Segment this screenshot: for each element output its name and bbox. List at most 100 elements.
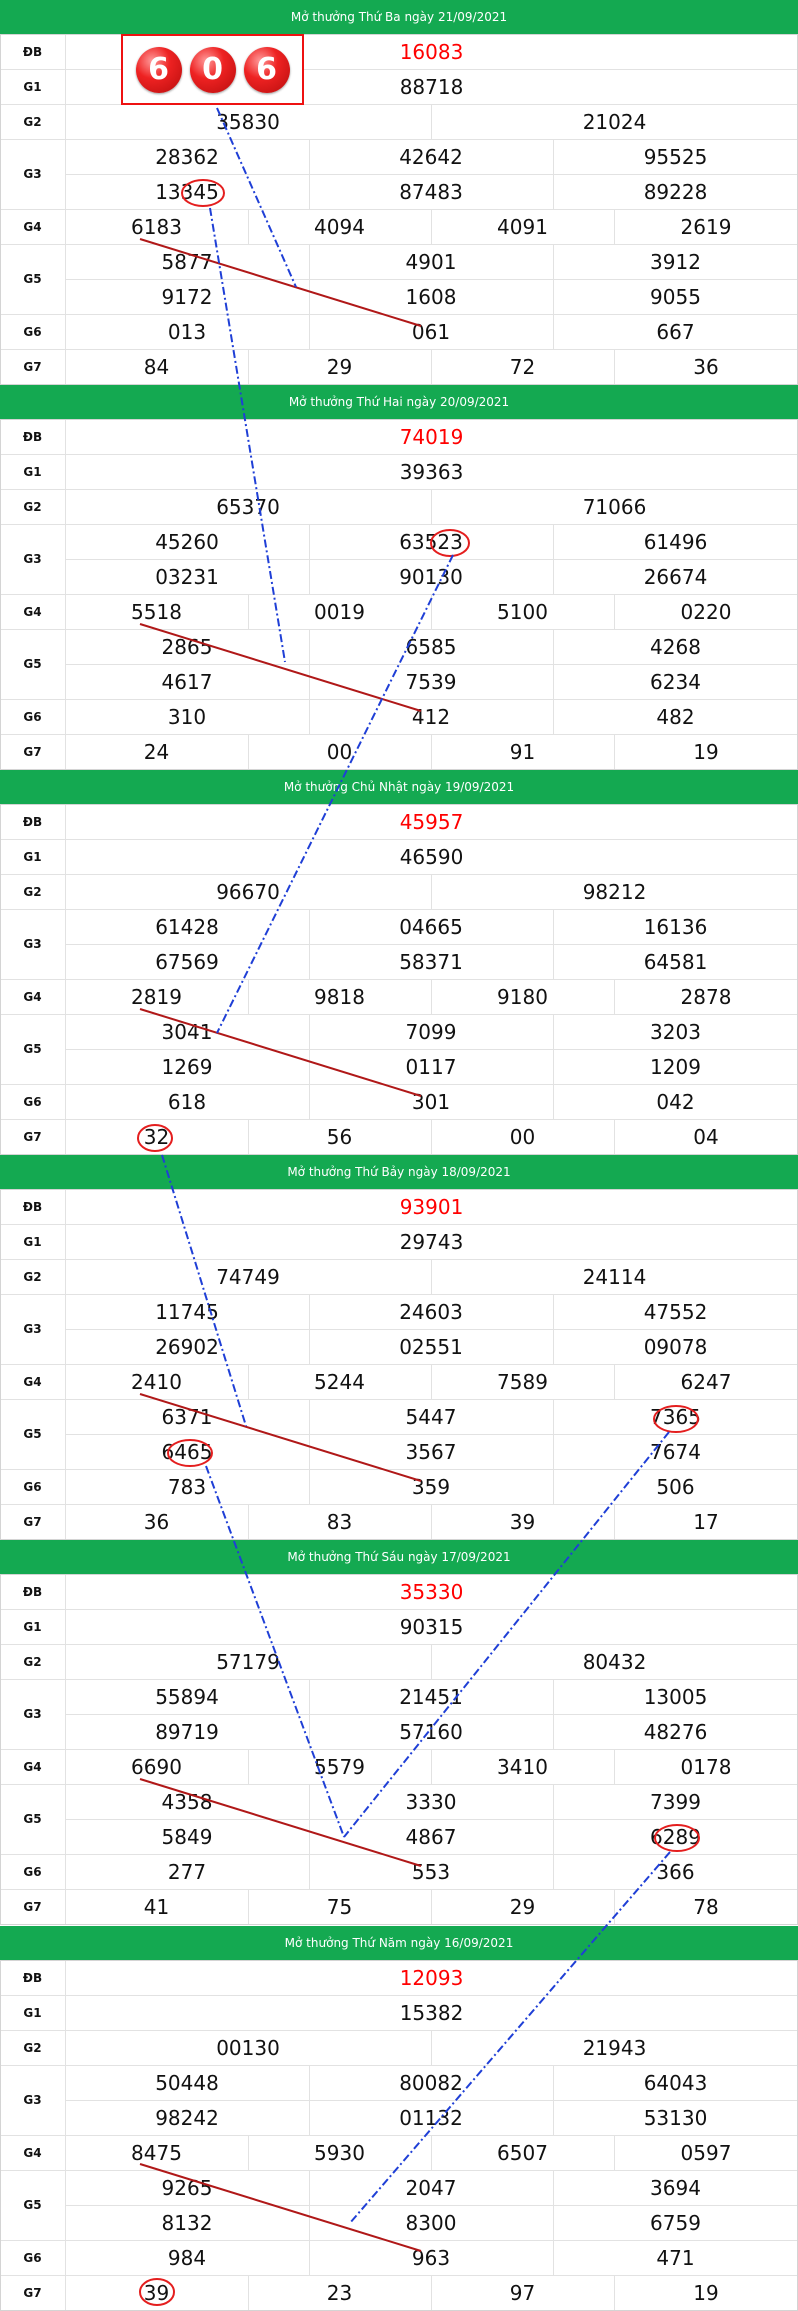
prize-label: G4 bbox=[23, 1759, 42, 1774]
special-prize-number: 16083 bbox=[399, 39, 464, 64]
row-divider bbox=[0, 2275, 798, 2276]
draw-block: Mở thưởng Thứ Hai ngày 20/09/2021 ĐB 74019… bbox=[0, 385, 798, 770]
prize-number: 84 bbox=[143, 354, 170, 379]
prize-number: 23 bbox=[326, 2280, 353, 2305]
column-divider bbox=[553, 1014, 554, 1084]
prize-label: G6 bbox=[23, 1094, 42, 1109]
prize-number: 03231 bbox=[155, 564, 219, 589]
prize-label: G7 bbox=[23, 2285, 42, 2300]
prize-number: 0597 bbox=[680, 2140, 732, 2165]
prize-number: 95525 bbox=[643, 144, 708, 169]
column-divider bbox=[431, 349, 432, 384]
prize-label: G6 bbox=[23, 1479, 42, 1494]
prize-number: 1209 bbox=[650, 1054, 701, 1079]
column-divider bbox=[431, 1364, 432, 1399]
column-divider bbox=[65, 2135, 66, 2170]
draw-frame bbox=[0, 1189, 798, 1540]
row-divider bbox=[0, 524, 798, 525]
column-divider bbox=[65, 314, 66, 349]
column-divider bbox=[65, 209, 66, 244]
column-divider bbox=[614, 1364, 615, 1399]
column-divider bbox=[614, 734, 615, 769]
column-divider bbox=[65, 1224, 66, 1259]
prize-label: G1 bbox=[23, 2005, 42, 2020]
row-divider bbox=[0, 1259, 798, 1260]
prize-label: G3 bbox=[23, 1707, 42, 1721]
prize-label: G5 bbox=[23, 2198, 42, 2212]
column-divider bbox=[431, 1259, 432, 1294]
draw-title: Mở thưởng Thứ Hai ngày 20/09/2021 bbox=[0, 385, 798, 419]
prize-label: G1 bbox=[23, 849, 42, 864]
column-divider bbox=[553, 244, 554, 314]
prize-number: 482 bbox=[656, 704, 695, 729]
draw-title: Mở thưởng Thứ Ba ngày 21/09/2021 bbox=[0, 0, 798, 34]
column-divider bbox=[65, 1119, 66, 1154]
prize-number: 8475 bbox=[131, 2140, 182, 2165]
column-divider bbox=[65, 454, 66, 489]
prize-number: 98242 bbox=[155, 2105, 219, 2130]
column-divider bbox=[248, 1119, 249, 1154]
prize-number: 19 bbox=[693, 739, 719, 764]
row-divider bbox=[0, 454, 798, 455]
prize-label: G6 bbox=[23, 1864, 42, 1879]
prize-label: G3 bbox=[23, 937, 42, 951]
prize-label: G5 bbox=[23, 1042, 42, 1056]
row-divider bbox=[65, 174, 798, 175]
draw-frame bbox=[0, 804, 798, 1155]
column-divider bbox=[65, 2240, 66, 2275]
prize-label: G4 bbox=[23, 219, 42, 234]
prize-number: 2819 bbox=[131, 984, 182, 1009]
row-divider bbox=[0, 349, 798, 350]
draw-block: Mở thưởng Chủ Nhật ngày 19/09/2021 ĐB 4595… bbox=[0, 770, 798, 1155]
prize-number: 28362 bbox=[155, 144, 219, 169]
prize-number: 36 bbox=[143, 1509, 170, 1534]
column-divider bbox=[309, 1854, 310, 1889]
column-divider bbox=[309, 2065, 310, 2135]
ball-icon: 6 bbox=[243, 46, 290, 93]
prize-number: 4091 bbox=[497, 214, 548, 239]
prize-number: 4268 bbox=[650, 634, 701, 659]
prize-number: 87483 bbox=[399, 179, 463, 204]
prize-number: 75 bbox=[326, 1894, 353, 1919]
column-divider bbox=[65, 2275, 66, 2310]
draw-frame bbox=[0, 1574, 798, 1925]
column-divider bbox=[65, 874, 66, 909]
draw-title: Mở thưởng Thứ Năm ngày 16/09/2021 bbox=[0, 1926, 798, 1960]
column-divider bbox=[553, 1294, 554, 1364]
prize-number: 471 bbox=[656, 2245, 695, 2270]
prize-label: G2 bbox=[23, 1654, 42, 1669]
column-divider bbox=[553, 2240, 554, 2275]
column-divider bbox=[431, 2275, 432, 2310]
ball-icon: 6 bbox=[135, 46, 182, 93]
prize-number: 64581 bbox=[643, 949, 708, 974]
prize-number: 6247 bbox=[680, 1369, 732, 1394]
draw-title: Mở thưởng Chủ Nhật ngày 19/09/2021 bbox=[0, 770, 798, 804]
column-divider bbox=[248, 2275, 249, 2310]
prize-number: 29743 bbox=[399, 1229, 464, 1254]
column-divider bbox=[614, 209, 615, 244]
draw-frame bbox=[0, 1960, 798, 2311]
prize-label: G3 bbox=[23, 2093, 42, 2107]
prize-number: 39363 bbox=[399, 459, 464, 484]
prize-label: G5 bbox=[23, 272, 42, 286]
prize-number: 00130 bbox=[216, 2035, 280, 2060]
prize-label: G2 bbox=[23, 884, 42, 899]
column-divider bbox=[65, 1960, 66, 1995]
column-divider bbox=[248, 1364, 249, 1399]
column-divider bbox=[553, 524, 554, 594]
prize-number: 2878 bbox=[680, 984, 732, 1009]
row-divider bbox=[0, 104, 798, 105]
column-divider bbox=[614, 349, 615, 384]
prize-number: 91 bbox=[509, 739, 536, 764]
row-divider bbox=[0, 139, 798, 140]
column-divider bbox=[65, 804, 66, 839]
prize-label: G7 bbox=[23, 744, 42, 759]
row-divider bbox=[0, 69, 798, 70]
special-prize-number: 74019 bbox=[399, 424, 464, 449]
prize-label: G2 bbox=[23, 499, 42, 514]
column-divider bbox=[65, 1889, 66, 1924]
prize-number: 5100 bbox=[497, 599, 548, 624]
prize-number: 16136 bbox=[643, 914, 708, 939]
prize-number: 42642 bbox=[399, 144, 463, 169]
prize-number: 47552 bbox=[643, 1299, 708, 1324]
